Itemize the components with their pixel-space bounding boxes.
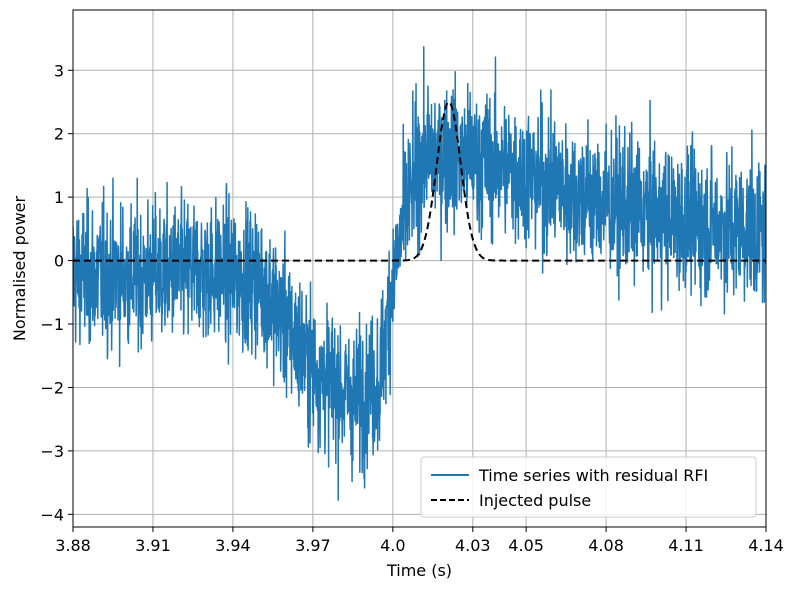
y-axis-label: Normalised power: [10, 195, 29, 341]
series-time-series-line: [73, 46, 766, 501]
y-tick-label-4: 0: [54, 252, 64, 271]
x-tick-label-5: 4.03: [455, 536, 491, 555]
legend-label-time-series: Time series with residual RFI: [478, 466, 708, 485]
y-tick-label-3: −1: [40, 315, 64, 334]
x-axis-label: Time (s): [386, 561, 452, 580]
plot-series: [73, 46, 766, 501]
y-tick-label-5: 1: [54, 188, 64, 207]
x-tick-label-0: 3.88: [55, 536, 91, 555]
x-tick-label-9: 4.14: [748, 536, 784, 555]
y-tick-label-0: −4: [40, 505, 64, 524]
series-injected-pulse-line: [73, 101, 766, 262]
y-tick-label-1: −3: [40, 442, 64, 461]
y-tick-label-7: 3: [54, 61, 64, 80]
legend-box: [420, 456, 757, 518]
x-tick-label-2: 3.94: [215, 536, 251, 555]
plot-frame: [72, 9, 767, 528]
x-tick-label-3: 3.97: [295, 536, 331, 555]
y-tick-label-6: 2: [54, 125, 64, 144]
legend-label-injected-pulse: Injected pulse: [479, 491, 591, 510]
y-tick-label-2: −2: [40, 378, 64, 397]
x-tick-label-8: 4.11: [668, 536, 704, 555]
x-tick-label-6: 4.05: [508, 536, 544, 555]
x-tick-label-4: 4.0: [380, 536, 405, 555]
x-tick-label-7: 4.08: [588, 536, 624, 555]
x-tick-label-1: 3.91: [135, 536, 171, 555]
axis-ticks: 3.88 3.91 3.94 3.97 4.0 4.03 4.05 4.08 4.11 4.14 −…: [40, 61, 783, 555]
legend: Time series with residual RFI Injected p…: [420, 456, 757, 518]
